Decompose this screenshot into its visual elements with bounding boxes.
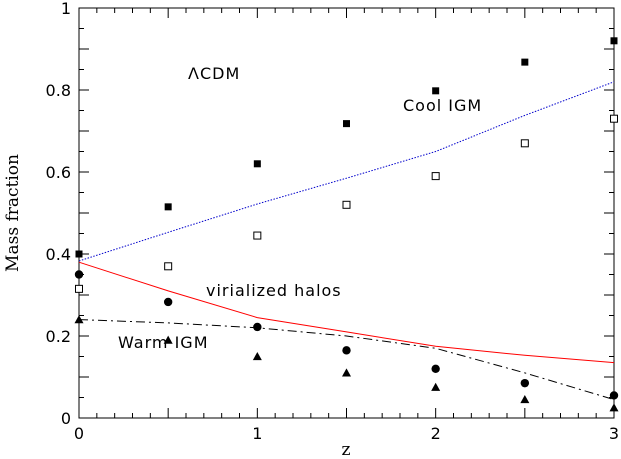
filled-circle-point — [253, 322, 262, 332]
open-square-point — [610, 114, 618, 123]
filled-square-point — [253, 160, 261, 168]
filled-square-point — [432, 87, 440, 95]
y-tick-label: 0.8 — [46, 81, 71, 100]
open-square-point — [75, 284, 83, 293]
x-tick-label: 0 — [74, 424, 84, 443]
y-axis-label: Mass fraction — [3, 154, 23, 272]
filled-triangle-point — [342, 368, 351, 377]
filled-square-point — [610, 37, 618, 45]
filled-triangle-point — [609, 403, 619, 412]
series-layer — [74, 37, 619, 412]
tick-marks — [78, 7, 615, 419]
filled-triangle-point — [74, 315, 84, 324]
x-tick-labels: 0 1 2 3 — [74, 424, 619, 443]
dotted-line-series — [78, 81, 615, 262]
filled-square-point — [75, 250, 83, 258]
filled-circle-point — [609, 391, 619, 400]
dashed-line-series — [78, 319, 615, 401]
filled-square-point — [521, 58, 529, 66]
x-tick-label: 2 — [431, 424, 441, 443]
annotation-virialized-halos: virialized halos — [206, 281, 342, 300]
open-square-point — [164, 262, 173, 271]
filled-circle-point — [74, 270, 84, 279]
y-tick-label: 0 — [61, 409, 71, 428]
open-square-point — [253, 231, 262, 240]
y-tick-label: 0.2 — [46, 327, 71, 346]
y-tick-labels: 0 0.2 0.4 0.6 0.8 1 — [46, 0, 71, 428]
filled-square-point — [164, 203, 172, 211]
filled-circle-point — [520, 378, 530, 388]
y-tick-label: 0.4 — [46, 245, 71, 264]
open-square-point — [431, 172, 440, 181]
x-tick-label: 1 — [252, 424, 262, 443]
filled-triangle-point — [252, 352, 262, 361]
filled-circle-point — [342, 346, 351, 355]
y-tick-label: 1 — [61, 0, 71, 18]
annotation-lcdm: ΛCDM — [188, 64, 240, 83]
annotation-warm-igm: Warm IGM — [118, 333, 209, 352]
filled-circle-point — [431, 364, 440, 373]
x-tick-label: 3 — [609, 424, 619, 443]
solid-line-series — [78, 261, 615, 364]
filled-square-point — [343, 120, 350, 128]
y-tick-label: 0.6 — [46, 163, 71, 182]
open-square-point — [342, 200, 351, 209]
annotation-cool-igm: Cool IGM — [403, 96, 482, 115]
filled-triangle-point — [431, 382, 441, 391]
x-axis-label: z — [342, 440, 351, 459]
open-square-point — [520, 139, 529, 148]
filled-circle-point — [163, 297, 173, 307]
filled-triangle-point — [520, 395, 530, 404]
filled-triangle-point — [163, 335, 173, 344]
